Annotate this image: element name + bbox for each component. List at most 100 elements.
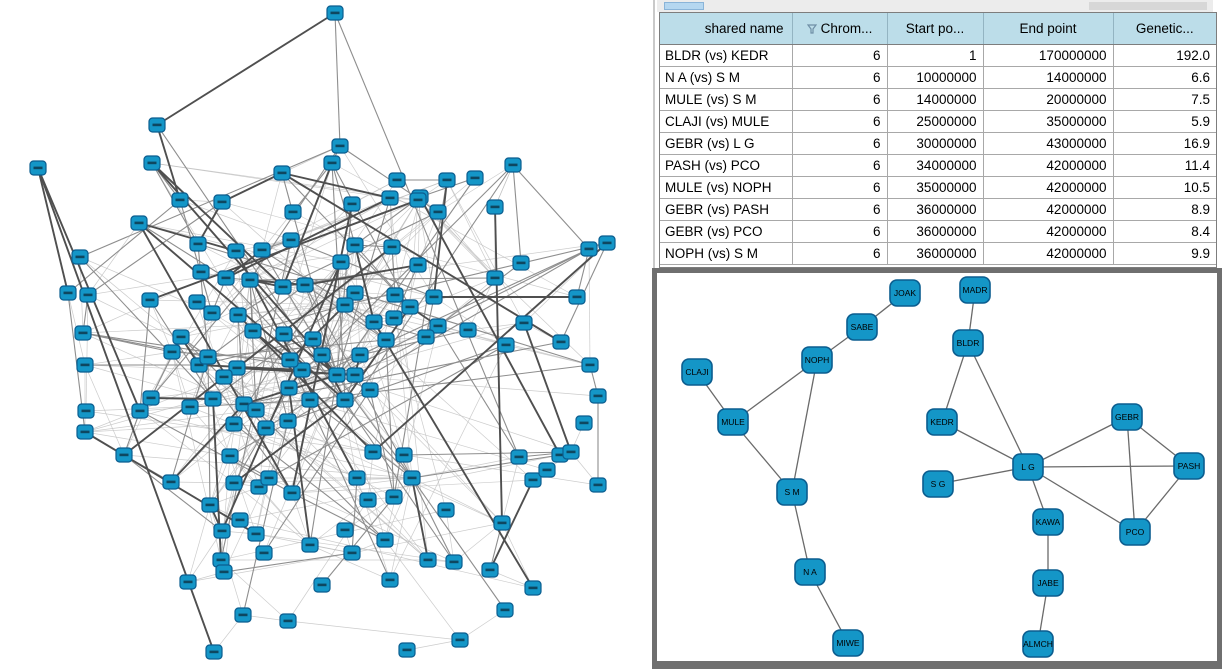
- network-node[interactable]: [301, 392, 319, 408]
- network-node[interactable]: [77, 403, 95, 419]
- network-node[interactable]: [215, 369, 233, 385]
- node-MADR[interactable]: MADR: [959, 276, 991, 304]
- table-row[interactable]: GEBR (vs) PASH 6 36000000 42000000 8.9: [660, 198, 1216, 221]
- table-horizontal-scrollbar[interactable]: [657, 0, 1213, 12]
- network-node[interactable]: [437, 502, 455, 518]
- network-node[interactable]: [313, 577, 331, 593]
- network-node[interactable]: [304, 331, 322, 347]
- node-S-G[interactable]: S G: [922, 470, 954, 498]
- network-node[interactable]: [79, 287, 97, 303]
- network-node[interactable]: [336, 522, 354, 538]
- node-PASH[interactable]: PASH: [1173, 452, 1205, 480]
- node-N-A[interactable]: N A: [794, 558, 826, 586]
- network-node[interactable]: [282, 232, 300, 248]
- network-node[interactable]: [203, 305, 221, 321]
- network-node[interactable]: [552, 334, 570, 350]
- network-node[interactable]: [589, 477, 607, 493]
- network-node[interactable]: [229, 307, 247, 323]
- network-node[interactable]: [142, 390, 160, 406]
- network-node[interactable]: [281, 352, 299, 368]
- network-node[interactable]: [283, 485, 301, 501]
- network-node[interactable]: [71, 249, 89, 265]
- network-node[interactable]: [244, 323, 262, 339]
- network-node[interactable]: [385, 489, 403, 505]
- network-node[interactable]: [225, 416, 243, 432]
- network-node[interactable]: [401, 299, 419, 315]
- network-node[interactable]: [255, 545, 273, 561]
- network-node[interactable]: [188, 294, 206, 310]
- network-node[interactable]: [163, 344, 181, 360]
- network-node[interactable]: [459, 322, 477, 338]
- network-node[interactable]: [425, 289, 443, 305]
- network-node[interactable]: [497, 337, 515, 353]
- network-node[interactable]: [417, 329, 435, 345]
- network-node[interactable]: [398, 642, 416, 658]
- network-node[interactable]: [466, 170, 484, 186]
- network-node[interactable]: [74, 325, 92, 341]
- network-node[interactable]: [481, 562, 499, 578]
- network-node[interactable]: [512, 255, 530, 271]
- node-BLDR[interactable]: BLDR: [952, 329, 984, 357]
- table-row[interactable]: NOPH (vs) S M 6 36000000 42000000 9.9: [660, 242, 1216, 265]
- network-node[interactable]: [419, 552, 437, 568]
- network-node[interactable]: [199, 349, 217, 365]
- network-node[interactable]: [445, 554, 463, 570]
- network-node[interactable]: [336, 392, 354, 408]
- network-node[interactable]: [403, 470, 421, 486]
- node-S-M[interactable]: S M: [776, 478, 808, 506]
- network-node[interactable]: [253, 242, 271, 258]
- network-node[interactable]: [225, 475, 243, 491]
- network-node[interactable]: [365, 314, 383, 330]
- network-node[interactable]: [383, 239, 401, 255]
- network-node[interactable]: [76, 424, 94, 440]
- main-network-view[interactable]: [0, 0, 652, 669]
- column-header-shared-name[interactable]: shared name: [660, 13, 793, 45]
- network-node[interactable]: [515, 315, 533, 331]
- network-node[interactable]: [429, 318, 447, 334]
- network-node[interactable]: [115, 447, 133, 463]
- network-node[interactable]: [217, 270, 235, 286]
- network-node[interactable]: [589, 388, 607, 404]
- network-node[interactable]: [575, 415, 593, 431]
- table-row[interactable]: GEBR (vs) PCO 6 36000000 42000000 8.4: [660, 220, 1216, 243]
- column-header-genetic[interactable]: Genetic...: [1113, 13, 1216, 45]
- node-NOPH[interactable]: NOPH: [801, 346, 833, 374]
- network-node[interactable]: [496, 602, 514, 618]
- network-node[interactable]: [524, 580, 542, 596]
- network-node[interactable]: [510, 449, 528, 465]
- network-node[interactable]: [76, 357, 94, 373]
- scrollbar-thumb[interactable]: [664, 2, 704, 10]
- network-node[interactable]: [201, 497, 219, 513]
- network-node[interactable]: [205, 644, 223, 660]
- network-node[interactable]: [332, 254, 350, 270]
- network-node[interactable]: [59, 285, 77, 301]
- network-node[interactable]: [247, 526, 265, 542]
- network-node[interactable]: [364, 444, 382, 460]
- network-node[interactable]: [348, 470, 366, 486]
- network-node[interactable]: [260, 470, 278, 486]
- network-node[interactable]: [247, 402, 265, 418]
- network-node[interactable]: [29, 160, 47, 176]
- network-node[interactable]: [274, 279, 292, 295]
- network-node[interactable]: [172, 329, 190, 345]
- network-node[interactable]: [385, 310, 403, 326]
- network-node[interactable]: [395, 447, 413, 463]
- network-node[interactable]: [343, 545, 361, 561]
- table-row[interactable]: MULE (vs) NOPH 6 35000000 42000000 10.5: [660, 176, 1216, 199]
- network-node[interactable]: [213, 194, 231, 210]
- network-node[interactable]: [204, 391, 222, 407]
- network-node[interactable]: [227, 243, 245, 259]
- network-node[interactable]: [143, 155, 161, 171]
- network-node[interactable]: [234, 607, 252, 623]
- node-ALMCH[interactable]: ALMCH: [1022, 630, 1054, 658]
- network-node[interactable]: [162, 474, 180, 490]
- network-node[interactable]: [280, 380, 298, 396]
- network-node[interactable]: [301, 537, 319, 553]
- network-node[interactable]: [376, 532, 394, 548]
- secondary-network-canvas[interactable]: JOAK SABE NOPH CLAJI MULE MADR BLDR KEDR GEBR L G…: [657, 273, 1217, 661]
- network-node[interactable]: [386, 287, 404, 303]
- network-node[interactable]: [486, 199, 504, 215]
- network-node[interactable]: [171, 192, 189, 208]
- network-node[interactable]: [293, 362, 311, 378]
- network-node[interactable]: [580, 241, 598, 257]
